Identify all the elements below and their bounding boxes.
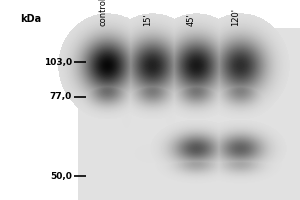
Text: 15': 15' bbox=[143, 13, 152, 26]
Text: kDa: kDa bbox=[20, 14, 41, 24]
Text: 103,0: 103,0 bbox=[44, 58, 72, 66]
Text: 50,0: 50,0 bbox=[50, 171, 72, 180]
Text: 45': 45' bbox=[187, 13, 196, 26]
Text: 120': 120' bbox=[231, 8, 240, 26]
Text: 77,0: 77,0 bbox=[50, 92, 72, 102]
Text: control: control bbox=[98, 0, 107, 26]
